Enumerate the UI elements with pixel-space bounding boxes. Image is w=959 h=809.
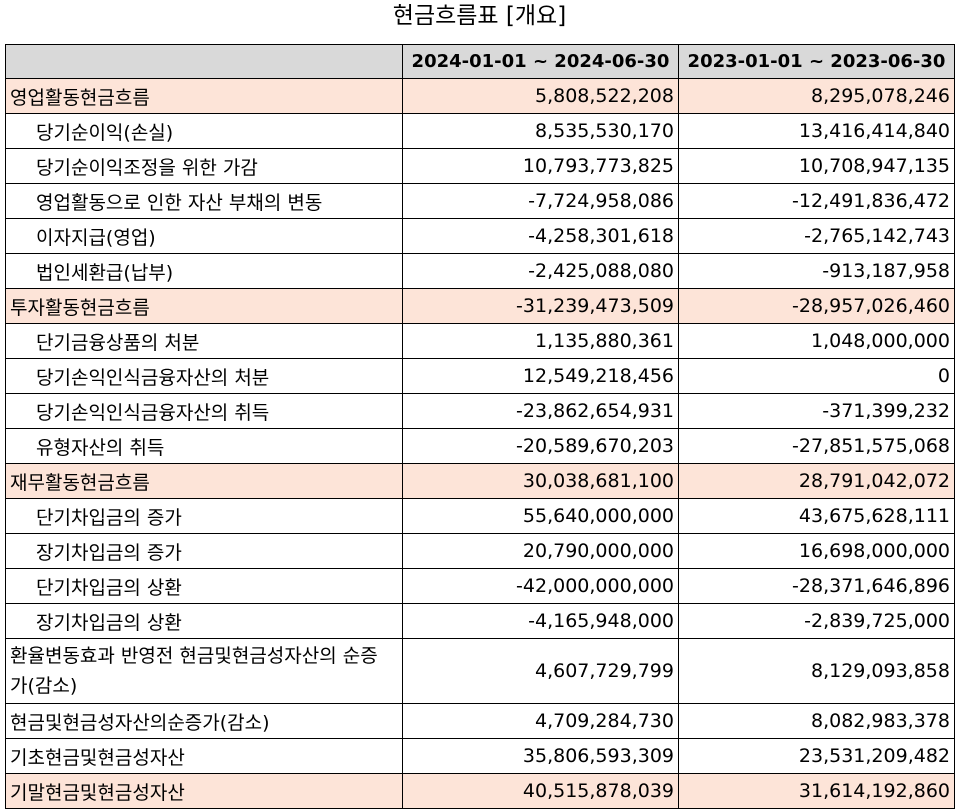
row-value-current: 4,607,729,799 (402, 638, 679, 704)
table-row: 영업활동으로 인한 자산 부채의 변동 -7,724,958,086 -12,4… (5, 183, 955, 219)
row-value-current: 30,038,681,100 (402, 463, 679, 499)
table-row: 단기차입금의 증가 55,640,000,000 43,675,628,111 (5, 498, 955, 534)
table-header-row: 2024-01-01 ~ 2024-06-30 2023-01-01 ~ 202… (5, 44, 955, 79)
table-row: 당기순이익(손실) 8,535,530,170 13,416,414,840 (5, 113, 955, 149)
row-value-current: -4,165,948,000 (402, 603, 679, 639)
table-row: 이자지급(영업) -4,258,301,618 -2,765,142,743 (5, 218, 955, 254)
table-row: 단기차입금의 상환 -42,000,000,000 -28,371,646,89… (5, 568, 955, 604)
row-label: 영업활동현금흐름 (5, 78, 403, 114)
row-value-prior: -12,491,836,472 (678, 183, 955, 219)
row-value-prior: 10,708,947,135 (678, 148, 955, 184)
table-row: 기초현금및현금성자산 35,806,593,309 23,531,209,482 (5, 738, 955, 774)
row-value-current: -31,239,473,509 (402, 288, 679, 324)
row-value-current: -7,724,958,086 (402, 183, 679, 219)
row-value-prior: -27,851,575,068 (678, 428, 955, 464)
table-row: 장기차입금의 상환 -4,165,948,000 -2,839,725,000 (5, 603, 955, 639)
table-row: 단기금융상품의 처분 1,135,880,361 1,048,000,000 (5, 323, 955, 359)
table-row: 투자활동현금흐름 -31,239,473,509 -28,957,026,460 (5, 288, 955, 324)
header-period-current: 2024-01-01 ~ 2024-06-30 (402, 44, 679, 79)
table-row: 환율변동효과 반영전 현금및현금성자산의 순증가(감소) 4,607,729,7… (5, 638, 955, 704)
row-value-current: 1,135,880,361 (402, 323, 679, 359)
row-value-current: 12,549,218,456 (402, 358, 679, 394)
row-label: 당기순이익조정을 위한 가감 (5, 148, 403, 184)
table-row: 현금및현금성자산의순증가(감소) 4,709,284,730 8,082,983… (5, 703, 955, 739)
row-label: 단기차입금의 상환 (5, 568, 403, 604)
table-row: 당기손익인식금융자산의 취득 -23,862,654,931 -371,399,… (5, 393, 955, 429)
row-value-prior: 8,295,078,246 (678, 78, 955, 114)
row-label: 법인세환급(납부) (5, 253, 403, 289)
row-value-current: 40,515,878,039 (402, 773, 679, 809)
row-value-current: -2,425,088,080 (402, 253, 679, 289)
row-value-prior: 0 (678, 358, 955, 394)
row-label: 당기손익인식금융자산의 취득 (5, 393, 403, 429)
cash-flow-table: 2024-01-01 ~ 2024-06-30 2023-01-01 ~ 202… (5, 44, 955, 809)
row-value-current: 20,790,000,000 (402, 533, 679, 569)
row-label: 현금및현금성자산의순증가(감소) (5, 703, 403, 739)
table-row: 재무활동현금흐름 30,038,681,100 28,791,042,072 (5, 463, 955, 499)
row-value-current: 55,640,000,000 (402, 498, 679, 534)
table-row: 영업활동현금흐름 5,808,522,208 8,295,078,246 (5, 78, 955, 114)
header-blank-cell (5, 44, 403, 79)
row-label: 투자활동현금흐름 (5, 288, 403, 324)
table-row: 당기손익인식금융자산의 처분 12,549,218,456 0 (5, 358, 955, 394)
row-label: 단기차입금의 증가 (5, 498, 403, 534)
row-label: 기말현금및현금성자산 (5, 773, 403, 809)
row-value-prior: 28,791,042,072 (678, 463, 955, 499)
row-value-prior: -28,371,646,896 (678, 568, 955, 604)
row-label: 이자지급(영업) (5, 218, 403, 254)
table-row: 법인세환급(납부) -2,425,088,080 -913,187,958 (5, 253, 955, 289)
row-value-current: -23,862,654,931 (402, 393, 679, 429)
row-label: 단기금융상품의 처분 (5, 323, 403, 359)
row-value-current: 4,709,284,730 (402, 703, 679, 739)
table-row: 당기순이익조정을 위한 가감 10,793,773,825 10,708,947… (5, 148, 955, 184)
row-label: 장기차입금의 증가 (5, 533, 403, 569)
row-label: 장기차입금의 상환 (5, 603, 403, 639)
row-value-prior: -28,957,026,460 (678, 288, 955, 324)
row-label: 유형자산의 취득 (5, 428, 403, 464)
row-value-prior: -2,765,142,743 (678, 218, 955, 254)
table-row: 장기차입금의 증가 20,790,000,000 16,698,000,000 (5, 533, 955, 569)
row-value-prior: 13,416,414,840 (678, 113, 955, 149)
row-label: 당기손익인식금융자산의 처분 (5, 358, 403, 394)
row-value-prior: 1,048,000,000 (678, 323, 955, 359)
table-row: 기말현금및현금성자산 40,515,878,039 31,614,192,860 (5, 773, 955, 809)
header-period-prior: 2023-01-01 ~ 2023-06-30 (678, 44, 955, 79)
row-value-prior: 43,675,628,111 (678, 498, 955, 534)
row-label: 당기순이익(손실) (5, 113, 403, 149)
row-value-current: -42,000,000,000 (402, 568, 679, 604)
row-value-prior: 8,129,093,858 (678, 638, 955, 704)
row-label: 환율변동효과 반영전 현금및현금성자산의 순증가(감소) (5, 638, 403, 704)
row-value-prior: 23,531,209,482 (678, 738, 955, 774)
row-value-current: 10,793,773,825 (402, 148, 679, 184)
row-value-current: -20,589,670,203 (402, 428, 679, 464)
row-value-prior: 16,698,000,000 (678, 533, 955, 569)
table-row: 유형자산의 취득 -20,589,670,203 -27,851,575,068 (5, 428, 955, 464)
row-label: 영업활동으로 인한 자산 부채의 변동 (5, 183, 403, 219)
row-value-current: 35,806,593,309 (402, 738, 679, 774)
row-value-prior: 31,614,192,860 (678, 773, 955, 809)
row-value-current: 5,808,522,208 (402, 78, 679, 114)
row-label: 기초현금및현금성자산 (5, 738, 403, 774)
page-title: 현금흐름표 [개요] (392, 3, 567, 29)
row-value-current: -4,258,301,618 (402, 218, 679, 254)
row-value-current: 8,535,530,170 (402, 113, 679, 149)
row-value-prior: 8,082,983,378 (678, 703, 955, 739)
row-label: 재무활동현금흐름 (5, 463, 403, 499)
row-value-prior: -913,187,958 (678, 253, 955, 289)
row-value-prior: -2,839,725,000 (678, 603, 955, 639)
row-value-prior: -371,399,232 (678, 393, 955, 429)
